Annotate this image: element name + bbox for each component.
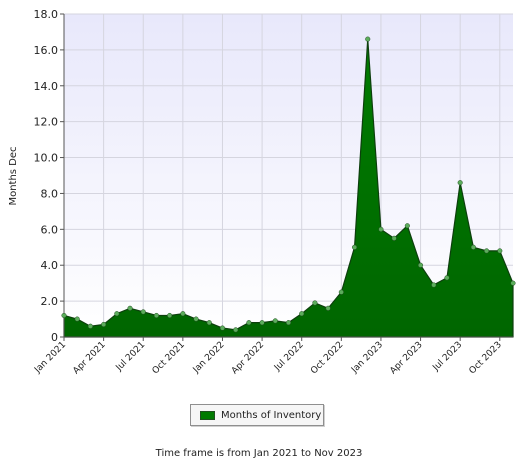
y-tick-label: 10.0 xyxy=(34,152,59,165)
data-point xyxy=(140,309,146,315)
x-tick-label: Oct 2023 xyxy=(468,340,504,376)
data-point xyxy=(325,305,331,311)
data-point xyxy=(153,312,159,319)
data-point xyxy=(193,316,199,322)
data-point xyxy=(259,320,265,326)
y-tick-label: 8.0 xyxy=(41,187,59,200)
data-point xyxy=(87,323,93,329)
data-point xyxy=(470,244,476,250)
legend-label: Months of Inventory xyxy=(221,409,322,421)
data-point xyxy=(351,244,358,250)
x-tick-label: Jan 2023 xyxy=(349,340,385,376)
data-point xyxy=(444,275,450,281)
y-tick-label: 0 xyxy=(51,331,58,344)
x-tick-label: Jul 2023 xyxy=(431,340,465,374)
data-point xyxy=(233,327,239,333)
data-point xyxy=(246,320,252,326)
data-point xyxy=(61,312,67,319)
y-tick-label: 4.0 xyxy=(41,259,59,272)
x-tick-label: Jul 2021 xyxy=(114,340,148,374)
data-point xyxy=(74,316,80,322)
data-point xyxy=(219,325,226,331)
data-point xyxy=(378,226,384,232)
y-tick-label: 16.0 xyxy=(34,44,59,57)
data-point xyxy=(484,248,490,254)
data-point xyxy=(299,311,305,317)
data-point xyxy=(101,321,107,327)
legend: Months of Inventory xyxy=(190,404,324,426)
data-point xyxy=(114,311,120,317)
data-point xyxy=(404,223,410,229)
x-tick-label: Oct 2022 xyxy=(309,340,345,376)
data-point xyxy=(497,248,503,254)
x-tick-label: Jan 2021 xyxy=(32,340,68,376)
data-point xyxy=(127,305,133,311)
data-point xyxy=(338,289,344,295)
y-tick-label: 12.0 xyxy=(34,116,59,129)
data-point xyxy=(312,300,318,306)
y-tick-label: 18.0 xyxy=(34,8,59,21)
data-point xyxy=(285,320,292,326)
x-tick-label: Jul 2022 xyxy=(272,340,306,374)
x-tick-label: Apr 2023 xyxy=(388,340,424,376)
legend-swatch xyxy=(200,410,215,420)
x-tick-label: Apr 2022 xyxy=(230,340,266,376)
x-tick-label: Apr 2021 xyxy=(71,340,107,376)
timeframe-caption: Time frame is from Jan 2021 to Nov 2023 xyxy=(155,448,363,459)
data-point xyxy=(510,280,516,286)
x-tick-label: Oct 2021 xyxy=(151,340,187,376)
data-point xyxy=(206,320,212,326)
data-point xyxy=(365,36,371,42)
y-tick-label: 14.0 xyxy=(34,80,59,93)
data-point xyxy=(418,262,424,268)
data-point xyxy=(180,311,186,317)
y-axis-label: Months Dec xyxy=(8,146,19,205)
y-tick-label: 6.0 xyxy=(41,223,59,236)
data-point xyxy=(272,318,278,324)
data-point xyxy=(431,282,437,288)
y-tick-label: 2.0 xyxy=(41,295,59,308)
x-tick-label: Jan 2022 xyxy=(191,340,227,376)
data-point xyxy=(457,180,463,186)
data-point xyxy=(167,312,173,319)
data-point xyxy=(391,235,397,241)
